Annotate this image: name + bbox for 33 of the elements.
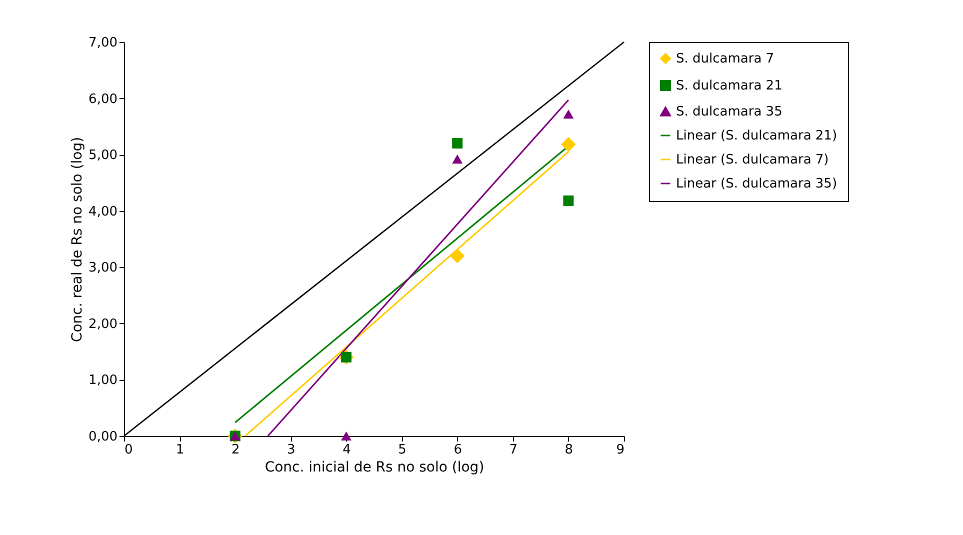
y-axis-title: Conc. real de Rs no solo (log) [70,136,86,342]
x-tick-label: 5 [398,442,406,458]
point [450,248,465,264]
x-tick-label: 2 [231,442,240,458]
x-tick-label: 0 [124,442,133,458]
y-tick-label: 1,00 [88,373,118,388]
x-axis-title: Conc. inicial de Rs no solo (log) [264,460,484,476]
point [561,137,576,152]
y-tick-label: 6,00 [88,92,118,107]
y-tick-label: 4,00 [88,204,118,220]
legend-label: S. dulcamara 35 [676,104,782,120]
x-tick-label: 9 [616,442,624,458]
x-tick-label: 8 [564,442,574,458]
y-tick-label: 3,00 [88,260,118,276]
point [563,195,574,206]
y-tick-label: 5,00 [88,148,118,164]
point [452,154,463,164]
legend-label: Linear (S. dulcamara 35) [676,176,838,192]
point [563,110,574,119]
point [452,138,463,149]
y-tick-label: 2,00 [88,316,118,332]
legend-label: Linear (S. dulcamara 21) [676,128,838,144]
y-tick-label: 0,00 [88,430,118,444]
point [340,431,352,441]
legend-label: S. dulcamara 21 [676,78,782,94]
x-tick-label: 1 [176,442,184,458]
x-tick-label: 6 [454,442,462,458]
x-tick-label: 4 [342,442,351,458]
legend-label: Linear (S. dulcamara 7) [676,152,829,168]
y-tick-label: 7,00 [88,36,118,50]
x-tick-label: 7 [509,442,518,458]
legend-label: S. dulcamara 7 [676,52,774,66]
x-tick-label: 3 [287,442,296,458]
